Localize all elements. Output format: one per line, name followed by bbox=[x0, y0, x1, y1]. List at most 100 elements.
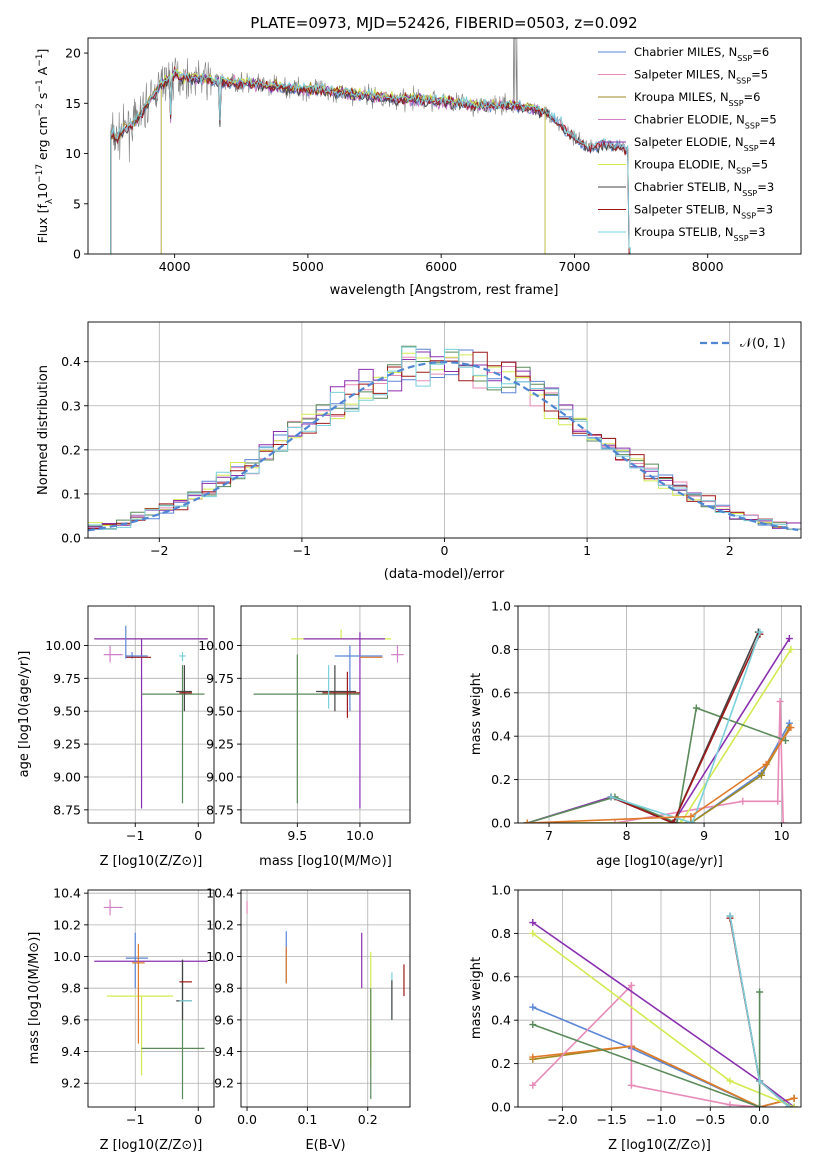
y-tick-label: 0.2 bbox=[491, 772, 511, 787]
y-tick-label: 0.6 bbox=[491, 969, 511, 984]
weight-marker bbox=[529, 1021, 537, 1029]
weight-marker bbox=[726, 1101, 734, 1107]
y-tick-label: 10.2 bbox=[206, 917, 234, 932]
y-tick-label: 0.1 bbox=[61, 486, 81, 501]
legend-label-text: Chabrier STELIB, N bbox=[634, 180, 742, 194]
x-axis-label: mass [log10(M/M⊙)] bbox=[259, 854, 392, 869]
y-axis-label-part: Flux [f bbox=[35, 204, 50, 244]
histogram-step bbox=[88, 348, 801, 530]
y-axis-label: mass weight bbox=[469, 957, 484, 1039]
axes-frame bbox=[240, 605, 411, 824]
weight-marker bbox=[756, 1103, 764, 1107]
y-axis-label-part: 10 bbox=[35, 183, 50, 199]
weight-marker bbox=[677, 819, 685, 823]
x-tick-label: 0.2 bbox=[358, 1112, 378, 1127]
weight-marker bbox=[627, 981, 635, 989]
y-tick-label: 9.75 bbox=[53, 671, 81, 686]
axes-frame bbox=[87, 37, 802, 255]
y-axis-label-part: −1 bbox=[35, 54, 45, 67]
legend-label: Salpeter ELODIE, NSSP=4 bbox=[634, 135, 776, 153]
legend-label: Kroupa ELODIE, NSSP=5 bbox=[634, 158, 768, 176]
y-tick-label: 0.8 bbox=[491, 926, 511, 941]
x-tick-label: 6000 bbox=[425, 259, 457, 274]
legend-label-sub: SSP bbox=[737, 54, 752, 63]
legend-label-sub: SSP bbox=[736, 76, 751, 85]
y-tick-label: 10.4 bbox=[206, 886, 234, 901]
x-tick-label: 8 bbox=[623, 828, 631, 843]
x-tick-label: 9 bbox=[700, 828, 708, 843]
y-tick-label: 10.00 bbox=[198, 638, 234, 653]
panel-mass_vs_ebv: 0.0 0.1 0.2 9.2 9.4 9.6 9.8 10.0 10.2 10.4 E(B-V) bbox=[206, 886, 411, 1153]
x-tick-label: 4000 bbox=[159, 259, 191, 274]
weight-marker bbox=[779, 819, 787, 823]
x-tick-label: 7000 bbox=[559, 259, 591, 274]
y-tick-label: 0.6 bbox=[491, 685, 511, 700]
weight-marker bbox=[627, 1081, 635, 1089]
histogram-step bbox=[88, 346, 801, 530]
weight-marker bbox=[785, 1103, 793, 1107]
weight-marker bbox=[774, 797, 782, 805]
x-tick-label: −2.0 bbox=[547, 1112, 577, 1127]
y-tick-label: 9.4 bbox=[214, 1044, 234, 1059]
weight-marker bbox=[787, 724, 795, 732]
x-tick-label: 0 bbox=[194, 828, 202, 843]
weight-marker bbox=[781, 737, 789, 745]
weight-marker bbox=[756, 628, 764, 636]
weight-line bbox=[610, 633, 761, 823]
y-tick-label: 9.6 bbox=[61, 1012, 81, 1027]
y-tick-label: 1.0 bbox=[491, 883, 511, 898]
weight-marker bbox=[692, 704, 700, 712]
weight-marker bbox=[787, 645, 795, 653]
legend-label-suffix: =4 bbox=[759, 135, 776, 149]
y-tick-label: 0.4 bbox=[491, 1013, 511, 1028]
y-axis-label-part: −17 bbox=[35, 164, 45, 183]
y-tick-label: 1.0 bbox=[491, 599, 511, 614]
legend-label: Chabrier MILES, NSSP=6 bbox=[634, 45, 769, 63]
figure-title: PLATE=0973, MJD=52426, FIBERID=0503, z=0… bbox=[250, 14, 637, 32]
x-tick-label: −1.0 bbox=[646, 1112, 676, 1127]
weight-line bbox=[610, 631, 760, 823]
x-tick-label: 0 bbox=[194, 1112, 202, 1127]
legend-label-text: Kroupa STELIB, N bbox=[634, 225, 734, 239]
x-tick-label: 2 bbox=[726, 543, 734, 558]
y-tick-label: 9.6 bbox=[214, 1012, 234, 1027]
weight-marker bbox=[726, 1077, 734, 1085]
panel-spectrum: 4000 5000 6000 7000 8000 0 5 10 15 20 wavelength [… bbox=[35, 37, 802, 298]
plot-area bbox=[88, 345, 801, 532]
y-tick-label: 9.4 bbox=[61, 1044, 81, 1059]
y-tick-label: 9.50 bbox=[206, 704, 234, 719]
axes-frame bbox=[87, 889, 215, 1108]
y-tick-label: 20 bbox=[65, 46, 81, 61]
panel-residuals: −2 −1 0 1 2 0.0 0.1 0.2 0.3 0.4 (data-model)/error… bbox=[36, 321, 802, 582]
x-tick-label: 9.5 bbox=[287, 828, 307, 843]
legend-label-sub: SSP bbox=[741, 211, 756, 220]
legend-label-text: Salpeter ELODIE, N bbox=[634, 135, 744, 149]
legend-label-text: Chabrier ELODIE, N bbox=[634, 113, 745, 127]
y-tick-label: 5 bbox=[73, 196, 81, 211]
weight-line bbox=[527, 706, 786, 823]
weight-line bbox=[527, 727, 792, 823]
y-tick-label: 0 bbox=[73, 247, 81, 262]
legend-label: Kroupa MILES, NSSP=6 bbox=[634, 90, 760, 108]
weight-marker bbox=[776, 697, 784, 705]
plot-area bbox=[110, 38, 631, 254]
weight-marker bbox=[529, 1081, 537, 1089]
y-tick-label: 8.75 bbox=[53, 802, 81, 817]
weight-marker bbox=[762, 760, 770, 768]
x-tick-label: −0.5 bbox=[695, 1112, 725, 1127]
y-tick-label: 9.2 bbox=[61, 1076, 81, 1091]
weight-marker bbox=[790, 1103, 798, 1107]
x-tick-label: 8000 bbox=[692, 259, 724, 274]
y-tick-label: 0.4 bbox=[61, 354, 81, 369]
legend-label-sub: SSP bbox=[742, 189, 757, 198]
x-axis-label: Z [log10(Z/Z⊙)] bbox=[100, 854, 203, 869]
weight-line bbox=[532, 992, 761, 1107]
y-tick-label: 0.0 bbox=[491, 1100, 511, 1115]
y-axis-label-part: −1 bbox=[35, 79, 45, 92]
y-axis-label: age [log10(age/yr)] bbox=[17, 651, 32, 778]
weight-marker bbox=[523, 819, 531, 823]
weight-marker bbox=[669, 819, 677, 823]
y-axis-label: mass weight bbox=[469, 673, 484, 755]
